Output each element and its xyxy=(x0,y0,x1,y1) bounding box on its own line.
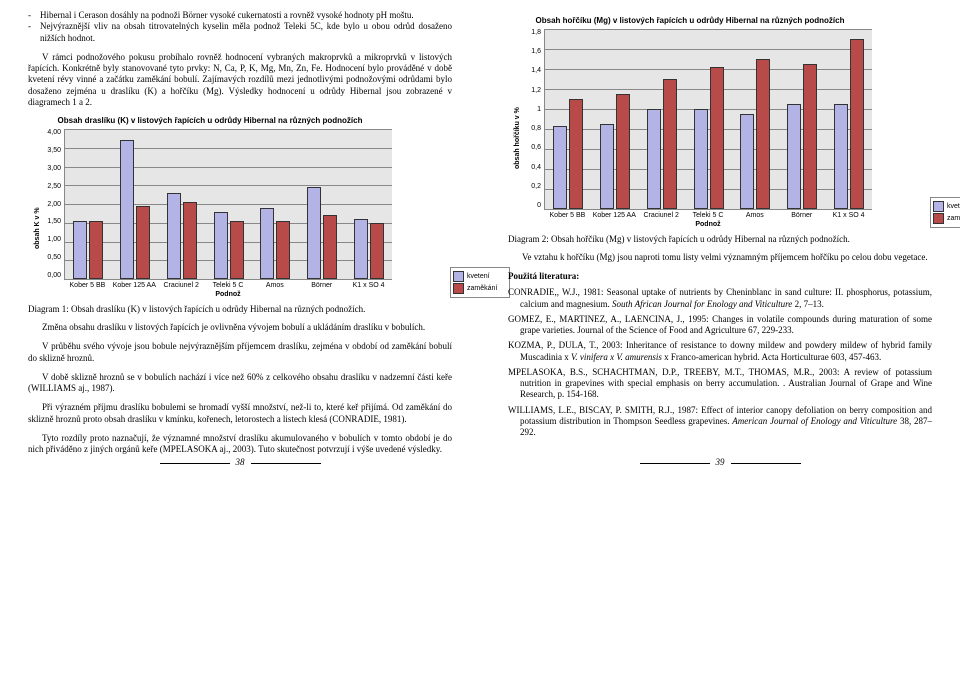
bar xyxy=(600,124,614,209)
bar xyxy=(120,140,134,279)
bar xyxy=(850,39,864,209)
bar xyxy=(307,187,321,279)
reference: MPELASOKA, B.S., SCHACHTMAN, D.P., TREEB… xyxy=(508,367,932,401)
bar xyxy=(167,193,181,279)
bullet-list: - Hibernal i Cerason dosáhly na podnoži … xyxy=(28,10,452,44)
para-6: Tyto rozdíly proto naznačují, že významn… xyxy=(28,433,452,456)
chart-mg: Obsah hořčíku (Mg) v listových řapících … xyxy=(508,16,932,228)
legend-swatch xyxy=(933,213,944,224)
bar xyxy=(214,212,228,280)
chart-k-body: obsah K v % 4,003,503,002,502,001,501,00… xyxy=(28,129,392,280)
bar xyxy=(354,219,368,279)
bar xyxy=(276,221,290,279)
chart-k-title: Obsah draslíku (K) v listových řapících … xyxy=(28,116,392,125)
bar xyxy=(230,221,244,279)
bullet-2: - Nejvýraznější vliv na obsah titrovatel… xyxy=(28,21,452,44)
chart-mg-plot xyxy=(544,29,872,210)
bar-group xyxy=(345,129,392,279)
bar-group xyxy=(825,29,872,209)
para-5: Při výrazném příjmu draslíku bobulemi se… xyxy=(28,402,452,425)
chart-mg-body: obsah hořčíku v % 1,81,61,41,210,80,60,4… xyxy=(508,29,872,210)
para-1: V rámci podnožového pokusu probíhalo rov… xyxy=(28,52,452,108)
bar xyxy=(553,126,567,209)
legend-swatch xyxy=(933,201,944,212)
right-page: Obsah hořčíku (Mg) v listových řapících … xyxy=(480,0,960,473)
chart-mg-xaxis: Kober 5 BBKober 125 AACraciunel 2Teleki … xyxy=(544,210,872,219)
bar xyxy=(834,104,848,209)
left-page: - Hibernal i Cerason dosáhly na podnoži … xyxy=(0,0,480,473)
bar xyxy=(710,67,724,209)
reference: CONRADIE,, W.J., 1981: Seasonal uptake o… xyxy=(508,287,932,310)
chart-mg-ylabel: obsah hořčíku v % xyxy=(514,107,521,169)
bar-group xyxy=(638,29,685,209)
bar xyxy=(694,109,708,209)
bar xyxy=(569,99,583,209)
bar xyxy=(663,79,677,209)
references: CONRADIE,, W.J., 1981: Seasonal uptake o… xyxy=(508,287,932,438)
chart-mg-xlabel: Podnož xyxy=(544,221,872,228)
chart-k-plot xyxy=(64,129,392,280)
bar xyxy=(73,221,87,279)
lit-head: Použitá literatura: xyxy=(508,271,932,281)
legend-swatch xyxy=(453,271,464,282)
bar-group xyxy=(299,129,346,279)
chart-k-xlabel: Podnož xyxy=(64,291,392,298)
chart-mg-title: Obsah hořčíku (Mg) v listových řapících … xyxy=(508,16,872,25)
bar-group xyxy=(545,29,592,209)
para-3: V průběhu svého vývoje jsou bobule nejvý… xyxy=(28,341,452,364)
bar-group xyxy=(65,129,112,279)
bar-group xyxy=(779,29,826,209)
bar-group xyxy=(158,129,205,279)
bar xyxy=(803,64,817,209)
page-number-right: 39 xyxy=(480,457,960,467)
bar-group xyxy=(592,29,639,209)
chart-mg-yaxis: 1,81,61,41,210,80,60,40,20 xyxy=(518,29,544,209)
reference: KOZMA, P., DULA, T., 2003: Inheritance o… xyxy=(508,340,932,363)
bar xyxy=(136,206,150,279)
bar xyxy=(183,202,197,279)
chart-k-xaxis: Kober 5 BBKober 125 AACraciunel 2Teleki … xyxy=(64,280,392,289)
chart-k-yaxis: 4,003,503,002,502,001,501,000,500,00 xyxy=(38,129,64,279)
bar xyxy=(89,221,103,279)
page-number-left: 38 xyxy=(0,457,480,467)
para-2: Změna obsahu draslíku v listových řapící… xyxy=(28,322,452,333)
legend-swatch xyxy=(453,283,464,294)
chart-k: Obsah draslíku (K) v listových řapících … xyxy=(28,116,452,298)
bar xyxy=(260,208,274,279)
bar xyxy=(756,59,770,209)
legend-item: kvetení xyxy=(933,201,960,212)
para-4: V době sklizně hroznů se v bobulích nach… xyxy=(28,372,452,395)
bar-group xyxy=(112,129,159,279)
bar xyxy=(370,223,384,279)
reference: GOMEZ, E., MARTINEZ, A., LAENCINA, J., 1… xyxy=(508,314,932,337)
bullet-1: - Hibernal i Cerason dosáhly na podnoži … xyxy=(28,10,452,21)
bar xyxy=(787,104,801,209)
chart-mg-legend: kvetenízaměkání xyxy=(930,197,960,228)
bar-group xyxy=(205,129,252,279)
bar-group xyxy=(685,29,732,209)
chart-k-ylabel: obsah K v % xyxy=(34,207,41,249)
bar-group xyxy=(732,29,779,209)
bar xyxy=(323,215,337,279)
bar xyxy=(616,94,630,209)
bar xyxy=(740,114,754,209)
bar-group xyxy=(252,129,299,279)
caption-1: Diagram 1: Obsah draslíku (K) v listovýc… xyxy=(28,304,452,314)
caption-2: Diagram 2: Obsah hořčíku (Mg) v listovýc… xyxy=(508,234,932,244)
legend-item: zaměkání xyxy=(933,213,960,224)
reference: WILLIAMS, L.E., BISCAY, P. SMITH, R.J., … xyxy=(508,405,932,439)
para-mg: Ve vztahu k hořčíku (Mg) jsou naproti to… xyxy=(508,252,932,263)
bar xyxy=(647,109,661,209)
